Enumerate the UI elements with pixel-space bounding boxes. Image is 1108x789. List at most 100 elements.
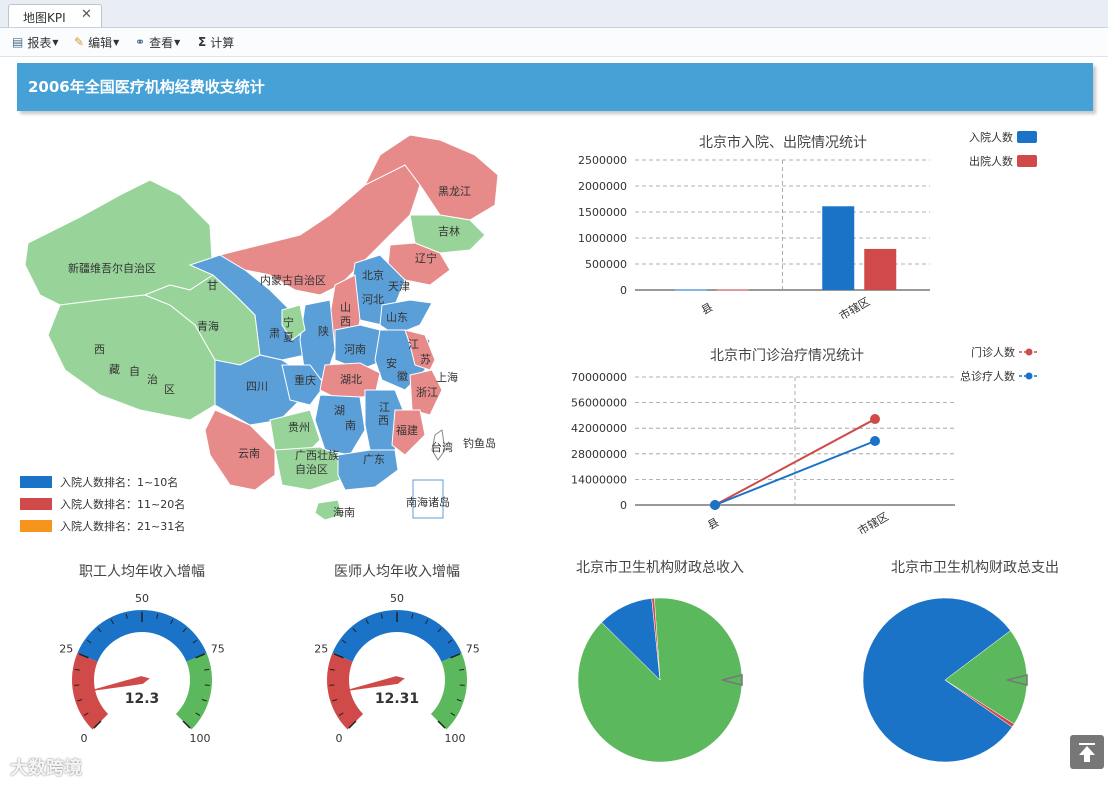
- map-region-shandong[interactable]: [379, 299, 433, 336]
- gauge-tick-label: 100: [189, 732, 210, 745]
- report-label: 报表: [27, 35, 52, 50]
- map-region-zhejiang[interactable]: [409, 369, 443, 416]
- bar: [716, 289, 749, 291]
- gauge-tick-label: 50: [135, 592, 149, 605]
- pie-slice: [651, 597, 661, 681]
- gauge-tick-label: 50: [390, 592, 404, 605]
- legend-label: 入院人数: [969, 130, 1013, 144]
- gauge-value: 12.3: [125, 691, 160, 707]
- legend-label: 入院人数排名：21~31名: [60, 520, 186, 533]
- watermark: 大数跨境: [10, 758, 82, 779]
- x-tick-label: 市辖区: [836, 294, 872, 323]
- gauge-band-mid: [332, 610, 462, 662]
- map-region-heilongjiang[interactable]: [363, 134, 499, 221]
- map-region-label: 吉林: [438, 224, 460, 238]
- y-tick-label: 0: [620, 284, 627, 297]
- gauge-tick: [83, 712, 89, 716]
- chevron-down-icon: ▼: [174, 37, 181, 47]
- gauge-tick: [380, 613, 383, 619]
- y-tick-label: 0: [620, 499, 627, 512]
- gauge-value: 12.31: [375, 691, 419, 707]
- gauge-tick: [332, 698, 338, 702]
- map-region-hainan[interactable]: [314, 499, 343, 521]
- map-region-label: 浙江: [416, 386, 438, 399]
- map-region-yunnan[interactable]: [204, 409, 276, 491]
- gauge-band-high: [175, 653, 213, 730]
- map-region-label: 河北: [362, 293, 384, 306]
- back-to-top-button[interactable]: [1070, 735, 1104, 769]
- legend-label: 入院人数排名：1~10名: [60, 476, 179, 489]
- legend-label: 出院人数: [969, 154, 1013, 168]
- map-region-inner-mongolia[interactable]: [218, 164, 421, 296]
- map-region-label: 西: [94, 343, 105, 356]
- map-region-label: 内蒙古自治区: [260, 273, 326, 287]
- calc-label: 计算: [210, 35, 235, 50]
- map-region-fujian[interactable]: [391, 409, 426, 456]
- y-tick-label: 1000000: [578, 232, 627, 245]
- map-region-label: 海南: [333, 505, 355, 519]
- gauge-tick: [77, 698, 83, 702]
- calc-button[interactable]: Σ 计算: [198, 34, 234, 50]
- map-region-label: 治: [147, 372, 158, 386]
- title-banner: 2006年全国医疗机构经费收支统计: [17, 63, 1093, 111]
- gauge-tick: [450, 653, 461, 659]
- inpatient-bar-chart: 北京市入院、出院情况统计 0 500000 1000000 1500000 2000000…: [578, 130, 1037, 323]
- legend-item: 入院人数排名：1~10名: [20, 474, 220, 490]
- map-region-label: 重庆: [294, 373, 316, 387]
- bar: [822, 206, 855, 290]
- pie-marker: [1006, 674, 1028, 686]
- gauge-band-mid: [77, 610, 207, 662]
- gauge-tick: [437, 627, 442, 633]
- gauge-tick-label: 25: [314, 643, 328, 656]
- legend-item: 入院人数排名：21~31名: [20, 518, 220, 534]
- gauge-title: 医师人均年收入增幅: [334, 564, 460, 580]
- gauge-tick: [78, 653, 89, 659]
- map-region-label: 安: [386, 356, 397, 370]
- gauge-tick: [411, 613, 414, 619]
- close-icon[interactable]: ✕: [81, 7, 92, 22]
- gauge-band-low: [71, 653, 109, 730]
- gauge-tick-label: 0: [81, 732, 88, 745]
- map-region-label: 福建: [396, 423, 418, 437]
- map-region-label: 辽宁: [415, 251, 437, 265]
- outpatient-line-chart: 北京市门诊治疗情况统计 0 14000000 28000000 42000000 5600…: [571, 345, 1039, 538]
- map-region-guangdong[interactable]: [337, 449, 399, 491]
- tab-map-kpi[interactable]: 地图KPI ✕: [8, 4, 102, 27]
- map-region-label: 甘: [207, 279, 218, 292]
- legend-label: 总诊疗人数: [960, 369, 1015, 383]
- map-region-label: 陕: [318, 324, 329, 338]
- gauge-tick: [192, 639, 198, 644]
- gauge-tick: [437, 720, 446, 729]
- map-region-label: 钓鱼岛: [463, 436, 496, 450]
- map-region-label: 天津: [388, 280, 410, 293]
- map-region-label: 江: [379, 401, 390, 414]
- map-region-xinjiang[interactable]: [24, 179, 214, 306]
- map-region-label: 自治区: [295, 462, 328, 476]
- view-menu-button[interactable]: ⚭ 查看 ▼: [135, 34, 180, 50]
- bar: [674, 289, 707, 291]
- map-region-label: 肃: [269, 327, 280, 340]
- map-region-label: 湖北: [340, 373, 362, 386]
- edit-menu-button[interactable]: ✎ 编辑 ▼: [74, 34, 119, 50]
- map-region-label: 广西壮族: [295, 448, 339, 462]
- map-region-ningxia[interactable]: [281, 304, 306, 341]
- map-region-label: 藏: [109, 363, 120, 376]
- y-tick-label: 42000000: [571, 422, 627, 435]
- map-region-chongqing[interactable]: [281, 364, 326, 406]
- x-tick-label: 县: [705, 516, 721, 533]
- chart-title: 北京市入院、出院情况统计: [699, 134, 867, 151]
- toolbar: ▤ 报表 ▼ ✎ 编辑 ▼ ⚭ 查看 ▼ Σ 计算: [0, 28, 1108, 57]
- gauge-tick-label: 75: [211, 643, 225, 656]
- y-tick-label: 500000: [585, 258, 627, 271]
- gauge-tick: [352, 627, 357, 633]
- report-icon: ▤: [12, 35, 24, 49]
- gauge-tick: [86, 639, 92, 644]
- binoculars-icon: ⚭: [135, 35, 146, 49]
- map-region-taiwan[interactable]: [431, 429, 446, 461]
- gauge-tick: [456, 698, 462, 702]
- map-region-label: 北京: [362, 268, 384, 282]
- legend-marker: [1025, 372, 1033, 380]
- report-menu-button[interactable]: ▤ 报表 ▼: [12, 34, 59, 50]
